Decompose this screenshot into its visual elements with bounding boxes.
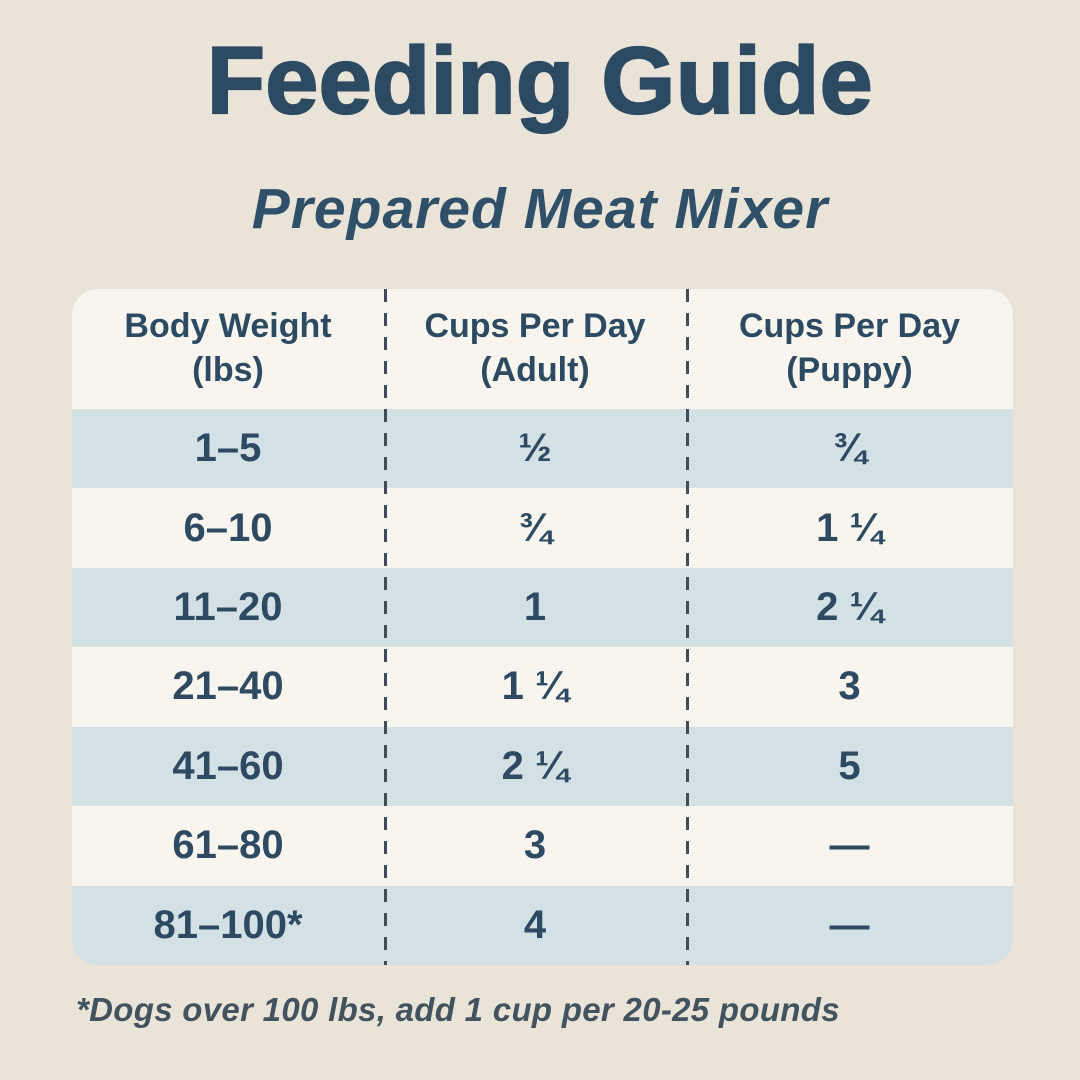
cell-puppy: 2 ¼	[816, 585, 883, 630]
column-header-line2: (Adult)	[480, 351, 590, 389]
column-header-cups-adult: Cups Per Day (Adult)	[384, 289, 686, 409]
cell-weight: 11–20	[173, 585, 283, 630]
column-header-line1: Body Weight	[124, 307, 332, 346]
table-header-row: Body Weight (lbs) Cups Per Day (Adult) C…	[72, 289, 1013, 409]
page-subtitle: Prepared Meat Mixer	[251, 177, 829, 241]
column-header-cups-puppy: Cups Per Day (Puppy)	[686, 289, 1013, 409]
table-body: 1–5 ½ ¾ 6–10 ¾ 1 ¼ 11–20 1 2 ¼ 21–40 1 ¼…	[72, 409, 1013, 965]
column-header-line1: Cups Per Day	[738, 307, 961, 346]
table-row: 81–100* 4 —	[72, 885, 1013, 965]
cell-puppy: ¾	[832, 426, 867, 471]
table-row: 61–80 3 —	[72, 806, 1013, 885]
feeding-table-card: Body Weight (lbs) Cups Per Day (Adult) C…	[72, 289, 1013, 965]
cell-adult: 1 ¼	[501, 664, 569, 709]
cell-puppy: 1 ¼	[816, 505, 883, 550]
cell-adult: ½	[518, 426, 552, 471]
cell-weight: 1–5	[194, 426, 262, 471]
cell-adult: 2 ¼	[501, 743, 569, 788]
table-row: 41–60 2 ¼ 5	[72, 726, 1013, 807]
footnote: *Dogs over 100 lbs, add 1 cup per 20-25 …	[76, 991, 840, 1028]
table-row: 6–10 ¾ 1 ¼	[72, 488, 1013, 567]
cell-weight: 81–100*	[153, 902, 303, 947]
cell-adult: 3	[523, 823, 547, 868]
cell-puppy: 5	[838, 743, 861, 788]
column-header-line2: (Puppy)	[786, 351, 913, 389]
cell-puppy: —	[829, 823, 870, 868]
cell-weight: 41–60	[172, 743, 284, 788]
cell-puppy: 3	[838, 664, 861, 709]
cell-adult: ¾	[518, 505, 552, 550]
table-row: 1–5 ½ ¾	[72, 409, 1013, 489]
column-divider-1	[384, 289, 387, 965]
cell-weight: 61–80	[172, 823, 284, 868]
column-header-line2: (lbs)	[192, 351, 264, 389]
page-title: Feeding Guide	[206, 26, 874, 134]
column-header-line1: Cups Per Day	[424, 307, 646, 346]
cell-weight: 6–10	[183, 505, 273, 550]
column-divider-2	[686, 289, 689, 965]
table-row: 21–40 1 ¼ 3	[72, 647, 1013, 726]
cell-weight: 21–40	[172, 664, 284, 709]
cell-puppy: —	[829, 902, 870, 947]
cell-adult: 4	[523, 902, 547, 947]
cell-adult: 1	[523, 585, 547, 630]
column-header-body-weight: Body Weight (lbs)	[72, 289, 384, 409]
table-row: 11–20 1 2 ¼	[72, 567, 1013, 648]
